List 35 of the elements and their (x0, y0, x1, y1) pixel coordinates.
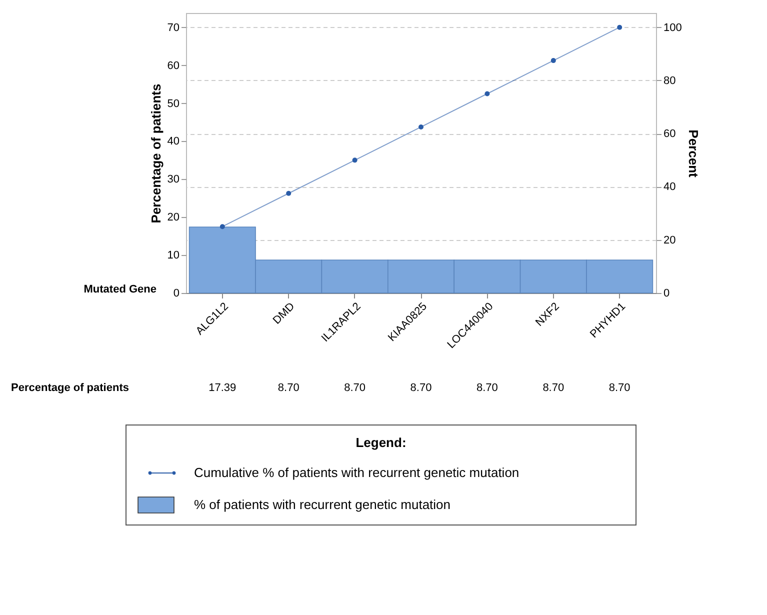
y2-tick-label: 100 (664, 22, 682, 34)
y2-tick-label: 60 (664, 128, 676, 140)
point (550, 58, 556, 64)
y2-tick-label: 40 (664, 181, 676, 194)
x-axis-title: Mutated Gene (84, 284, 156, 296)
legend-label: % of patients with recurrent genetic mutation (194, 497, 451, 512)
y2-tick-label: 80 (664, 74, 676, 87)
point (286, 190, 292, 196)
y-tick-label: 20 (167, 212, 180, 224)
point (484, 91, 490, 96)
y-tick-label: 70 (167, 22, 180, 34)
y2-tick-label: 20 (664, 234, 676, 246)
legend-label: Cumulative % of patients with recurrent genetic mutation (194, 465, 520, 480)
data-label: 8.70 (278, 382, 300, 394)
y-tick-label: 30 (167, 174, 180, 186)
data-label: 8.70 (608, 382, 630, 394)
point (352, 158, 358, 163)
point (418, 124, 424, 130)
text: Percentage of patients (11, 382, 129, 394)
y2-tick-label: 0 (664, 288, 670, 300)
data-label: 8.70 (542, 382, 564, 394)
y-tick-label: 0 (173, 288, 180, 300)
y-axis-title: Percentage of patients (148, 84, 164, 224)
y-tick-label: 10 (167, 250, 180, 262)
y-tick-label: 40 (167, 136, 180, 148)
y-tick-label: 60 (167, 60, 180, 72)
data-label: 8.70 (476, 382, 498, 394)
data-label: 8.70 (410, 382, 432, 394)
legend-title: Legend: (356, 435, 406, 450)
data-label: 17.39 (208, 382, 236, 394)
y-tick-label: 50 (167, 98, 180, 110)
point (220, 224, 225, 230)
data-label: 8.70 (344, 382, 366, 394)
y2-axis-title: Percent (686, 130, 701, 178)
point (617, 24, 622, 30)
